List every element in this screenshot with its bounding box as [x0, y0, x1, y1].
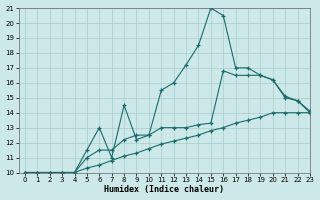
- X-axis label: Humidex (Indice chaleur): Humidex (Indice chaleur): [104, 185, 224, 194]
